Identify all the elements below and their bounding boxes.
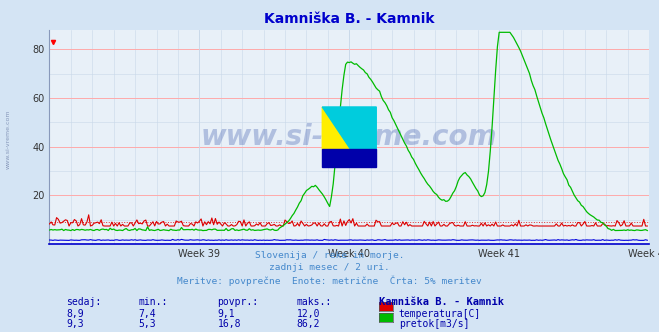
Text: 16,8: 16,8 xyxy=(217,319,241,329)
Text: temperatura[C]: temperatura[C] xyxy=(399,309,481,319)
Text: maks.:: maks.: xyxy=(297,297,331,307)
Text: zadnji mesec / 2 uri.: zadnji mesec / 2 uri. xyxy=(269,263,390,272)
Text: 9,3: 9,3 xyxy=(66,319,84,329)
Text: Slovenija / reke in morje.: Slovenija / reke in morje. xyxy=(255,251,404,260)
Text: 12,0: 12,0 xyxy=(297,309,320,319)
Title: Kamniška B. - Kamnik: Kamniška B. - Kamnik xyxy=(264,12,434,26)
Text: www.si-vreme.com: www.si-vreme.com xyxy=(201,123,498,151)
Polygon shape xyxy=(322,107,376,149)
Text: 8,9: 8,9 xyxy=(66,309,84,319)
Text: 9,1: 9,1 xyxy=(217,309,235,319)
Text: 86,2: 86,2 xyxy=(297,319,320,329)
Text: min.:: min.: xyxy=(138,297,168,307)
Text: 5,3: 5,3 xyxy=(138,319,156,329)
Polygon shape xyxy=(322,107,351,149)
Text: www.si-vreme.com: www.si-vreme.com xyxy=(6,110,11,169)
Polygon shape xyxy=(322,149,376,167)
Text: pretok[m3/s]: pretok[m3/s] xyxy=(399,319,469,329)
Text: 7,4: 7,4 xyxy=(138,309,156,319)
Text: sedaj:: sedaj: xyxy=(66,297,101,307)
Text: Kamniška B. - Kamnik: Kamniška B. - Kamnik xyxy=(379,297,504,307)
Text: povpr.:: povpr.: xyxy=(217,297,258,307)
Text: Meritve: povprečne  Enote: metrične  Črta: 5% meritev: Meritve: povprečne Enote: metrične Črta:… xyxy=(177,276,482,287)
